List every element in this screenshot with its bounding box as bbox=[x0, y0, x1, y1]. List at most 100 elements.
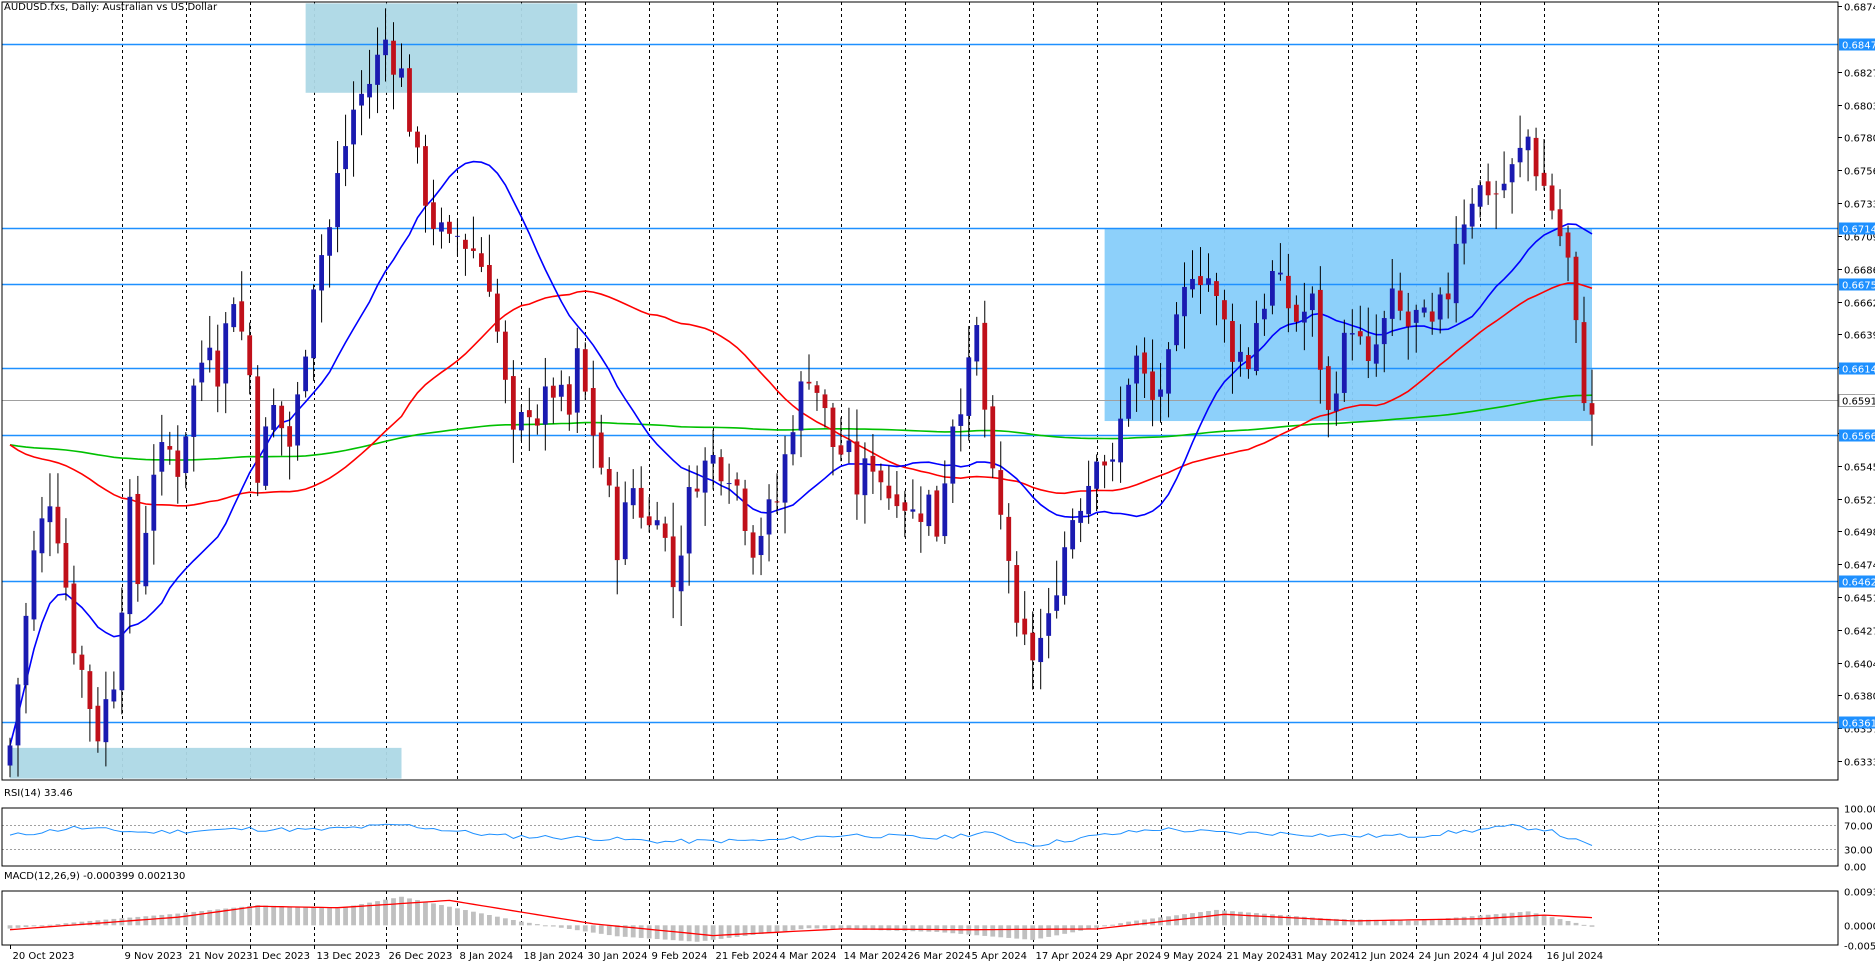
candle-bull[interactable] bbox=[942, 483, 948, 537]
candle-bull[interactable] bbox=[542, 386, 548, 425]
candle-bull[interactable] bbox=[846, 440, 852, 453]
candle-bull[interactable] bbox=[1174, 314, 1179, 346]
candle-bear[interactable] bbox=[590, 388, 596, 436]
candle-bull[interactable] bbox=[1501, 183, 1507, 191]
candle-bear[interactable] bbox=[774, 501, 780, 503]
candle-bull[interactable] bbox=[231, 304, 237, 328]
candle-bear[interactable] bbox=[279, 405, 285, 429]
candle-bear[interactable] bbox=[670, 536, 676, 588]
candle-bear[interactable] bbox=[838, 445, 844, 455]
candle-bear[interactable] bbox=[1006, 516, 1012, 561]
candle-bull[interactable] bbox=[686, 487, 692, 554]
candle-bear[interactable] bbox=[71, 583, 77, 654]
candle-bear[interactable] bbox=[1541, 172, 1547, 186]
candle-bear[interactable] bbox=[1214, 281, 1219, 296]
candle-bull[interactable] bbox=[766, 499, 772, 535]
candle-bear[interactable] bbox=[247, 335, 253, 376]
candle-bear[interactable] bbox=[1445, 293, 1451, 300]
candle-bull[interactable] bbox=[1158, 389, 1163, 397]
candle-bull[interactable] bbox=[1262, 308, 1267, 320]
candle-bull[interactable] bbox=[359, 93, 364, 106]
candle-bull[interactable] bbox=[399, 68, 404, 78]
candle-bear[interactable] bbox=[982, 322, 988, 410]
candle-bull[interactable] bbox=[439, 222, 444, 232]
candle-bull[interactable] bbox=[39, 518, 45, 554]
candle-bull[interactable] bbox=[790, 432, 796, 455]
candle-bear[interactable] bbox=[1102, 461, 1108, 466]
candle-bull[interactable] bbox=[127, 496, 133, 615]
candle-bull[interactable] bbox=[630, 488, 636, 506]
candle-bear[interactable] bbox=[694, 488, 700, 492]
candle-bear[interactable] bbox=[886, 485, 892, 499]
candle-bear[interactable] bbox=[1533, 137, 1539, 177]
candle-bear[interactable] bbox=[918, 513, 924, 522]
candle-bull[interactable] bbox=[1381, 318, 1387, 345]
candle-bull[interactable] bbox=[782, 454, 788, 503]
candle-bull[interactable] bbox=[191, 385, 197, 437]
candle-bull[interactable] bbox=[1421, 307, 1427, 313]
candle-bull[interactable] bbox=[1477, 185, 1483, 207]
candle-bear[interactable] bbox=[814, 385, 820, 393]
candle-bear[interactable] bbox=[566, 384, 572, 415]
candle-bull[interactable] bbox=[654, 520, 660, 526]
candle-bull[interactable] bbox=[319, 255, 325, 291]
candle-bear[interactable] bbox=[1365, 336, 1371, 361]
candle-bull[interactable] bbox=[966, 357, 972, 416]
candle-bull[interactable] bbox=[303, 356, 309, 392]
candle-bear[interactable] bbox=[510, 376, 516, 430]
candle-bull[interactable] bbox=[574, 348, 580, 413]
candle-bull[interactable] bbox=[1046, 613, 1052, 636]
candle-bull[interactable] bbox=[159, 442, 165, 472]
candle-bull[interactable] bbox=[950, 426, 956, 484]
candle-bull[interactable] bbox=[1333, 393, 1339, 412]
candle-bull[interactable] bbox=[726, 483, 732, 485]
candle-bull[interactable] bbox=[1469, 203, 1475, 227]
candle-bull[interactable] bbox=[343, 146, 348, 170]
candle-bull[interactable] bbox=[1341, 332, 1347, 393]
candle-bear[interactable] bbox=[1246, 355, 1251, 370]
candle-bull[interactable] bbox=[183, 436, 189, 474]
candle-bull[interactable] bbox=[199, 362, 205, 383]
candle-bull[interactable] bbox=[1389, 288, 1395, 319]
highlight-zone[interactable] bbox=[305, 3, 578, 93]
candle-bear[interactable] bbox=[806, 381, 812, 384]
candle-bull[interactable] bbox=[710, 455, 716, 464]
candle-bear[interactable] bbox=[1022, 618, 1028, 635]
candle-bear[interactable] bbox=[1030, 632, 1036, 661]
candle-bull[interactable] bbox=[1134, 355, 1139, 384]
highlight-zone[interactable] bbox=[10, 747, 402, 779]
candle-bear[interactable] bbox=[502, 331, 508, 380]
candle-bear[interactable] bbox=[526, 410, 532, 418]
candle-bull[interactable] bbox=[223, 323, 229, 384]
candle-bear[interactable] bbox=[854, 441, 860, 495]
candle-bull[interactable] bbox=[151, 474, 157, 531]
candle-bull[interactable] bbox=[111, 689, 117, 702]
candle-bear[interactable] bbox=[175, 450, 181, 477]
candle-bear[interactable] bbox=[471, 248, 476, 251]
candle-bull[interactable] bbox=[15, 684, 21, 746]
candle-bull[interactable] bbox=[1166, 349, 1171, 394]
candle-bull[interactable] bbox=[1118, 418, 1123, 463]
candle-bear[interactable] bbox=[431, 202, 436, 229]
candle-bull[interactable] bbox=[1277, 272, 1283, 275]
candle-bull[interactable] bbox=[1254, 323, 1259, 371]
candle-bear[interactable] bbox=[750, 532, 756, 558]
candle-bull[interactable] bbox=[1517, 147, 1523, 163]
candle-bull[interactable] bbox=[351, 109, 356, 145]
candle-bear[interactable] bbox=[1142, 352, 1147, 374]
candle-bear[interactable] bbox=[1285, 275, 1291, 309]
candle-bear[interactable] bbox=[463, 239, 468, 249]
candle-bull[interactable] bbox=[622, 502, 628, 560]
candle-bear[interactable] bbox=[1293, 304, 1299, 322]
candle-bear[interactable] bbox=[1429, 311, 1435, 322]
candle-bear[interactable] bbox=[1230, 321, 1235, 362]
candle-bear[interactable] bbox=[1397, 290, 1403, 311]
candle-bull[interactable] bbox=[375, 54, 380, 85]
candle-bear[interactable] bbox=[55, 506, 61, 544]
candle-bear[interactable] bbox=[638, 487, 644, 518]
candle-bull[interactable] bbox=[143, 532, 149, 587]
candle-bull[interactable] bbox=[1461, 224, 1467, 244]
candle-bull[interactable] bbox=[271, 405, 277, 430]
